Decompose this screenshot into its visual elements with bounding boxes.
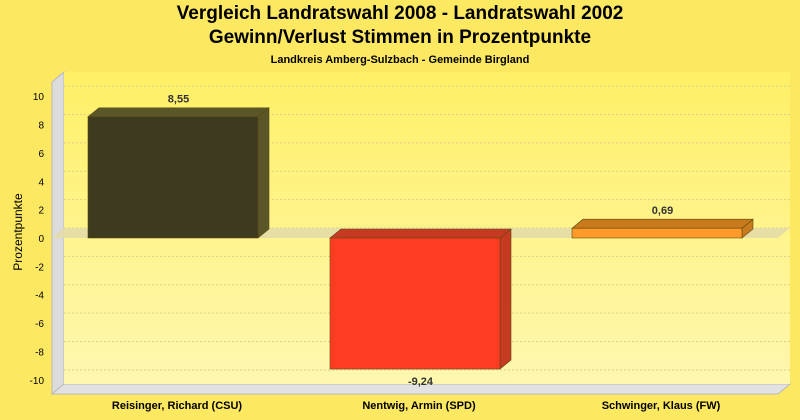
- x-tick-label: Schwinger, Klaus (FW): [602, 400, 721, 412]
- y-tick-label: 0: [38, 234, 44, 245]
- x-tick-label: Nentwig, Armin (SPD): [362, 400, 476, 412]
- chart-title: Vergleich Landratswahl 2008 - Landratswa…: [176, 3, 624, 24]
- bar-top: [571, 218, 754, 229]
- bar-top: [87, 107, 270, 118]
- chart-subtitle: Landkreis Amberg-Sulzbach - Gemeinde Bir…: [270, 54, 530, 66]
- bar-side: [499, 228, 512, 370]
- chart-title-line2: Gewinn/Verlust Stimmen in Prozentpunkte: [208, 27, 592, 48]
- y-tick-label: -2: [35, 262, 44, 273]
- y-tick-label: 8: [38, 121, 44, 132]
- y-tick-label: -4: [35, 291, 44, 302]
- y-tick-label: 4: [38, 177, 44, 188]
- bar: [571, 227, 743, 239]
- bar: [87, 116, 259, 239]
- bar-side: [257, 107, 270, 239]
- y-tick-label: -6: [35, 319, 44, 330]
- x-tick-label: Reisinger, Richard (CSU): [112, 400, 243, 412]
- y-tick-label: 6: [38, 149, 44, 160]
- y-tick-label: 10: [33, 92, 45, 103]
- y-tick-label: -8: [35, 347, 44, 358]
- y-tick-label: -10: [30, 376, 45, 387]
- data-label: 0,69: [652, 205, 673, 217]
- data-label: -9,24: [408, 376, 434, 388]
- bar: [329, 237, 501, 370]
- data-label: 8,55: [168, 94, 189, 106]
- bar-top: [329, 228, 512, 239]
- y-tick-label: 2: [38, 206, 44, 217]
